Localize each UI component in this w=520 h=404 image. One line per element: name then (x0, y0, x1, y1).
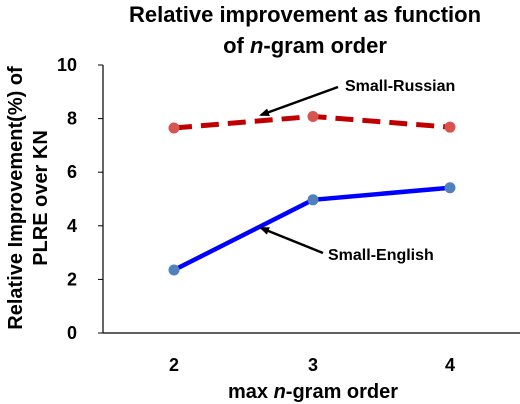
data-point-small-russian (168, 122, 180, 134)
data-point-small-russian (307, 110, 319, 122)
series-layer (168, 110, 456, 276)
series-small-russian (168, 110, 456, 134)
y-ticks: 0 2 4 6 8 10 (57, 55, 103, 343)
y-tick-label: 8 (67, 109, 77, 129)
annotation-small-english: Small-English (259, 226, 434, 264)
x-tick-label: 2 (169, 355, 179, 375)
series-small-english (168, 182, 456, 276)
x-tick-label: 4 (445, 355, 455, 375)
x-axis-label: max n-gram order (228, 381, 398, 403)
y-axis-label-line-1: Relative Improvement(%) of (5, 66, 27, 330)
data-point-small-russian (444, 121, 456, 133)
annotation-arrow-russian (259, 85, 339, 117)
y-tick-label: 0 (67, 323, 77, 343)
y-tick-label: 6 (67, 162, 77, 182)
y-axis-label-line-2: PLRE over KN (30, 130, 52, 266)
data-point-small-english (168, 264, 180, 276)
y-tick-label: 2 (67, 269, 77, 289)
x-tick-label: 3 (308, 355, 318, 375)
annotation-small-russian: Small-Russian (259, 78, 455, 117)
data-point-small-english (307, 194, 319, 206)
y-axis-label: Relative Improvement(%) of PLRE over KN (5, 66, 52, 330)
y-tick-label: 4 (67, 216, 77, 236)
x-ticks: 2 3 4 (169, 355, 455, 375)
chart-title-line-1: Relative improvement as function (129, 2, 481, 27)
annotation-label-english: Small-English (328, 247, 434, 264)
y-tick-label: 10 (57, 55, 77, 75)
annotation-label-russian: Small-Russian (345, 78, 455, 95)
data-point-small-english (444, 182, 456, 194)
chart-title-line-2: of n-gram order (223, 33, 387, 58)
annotation-arrow-english (259, 226, 324, 255)
